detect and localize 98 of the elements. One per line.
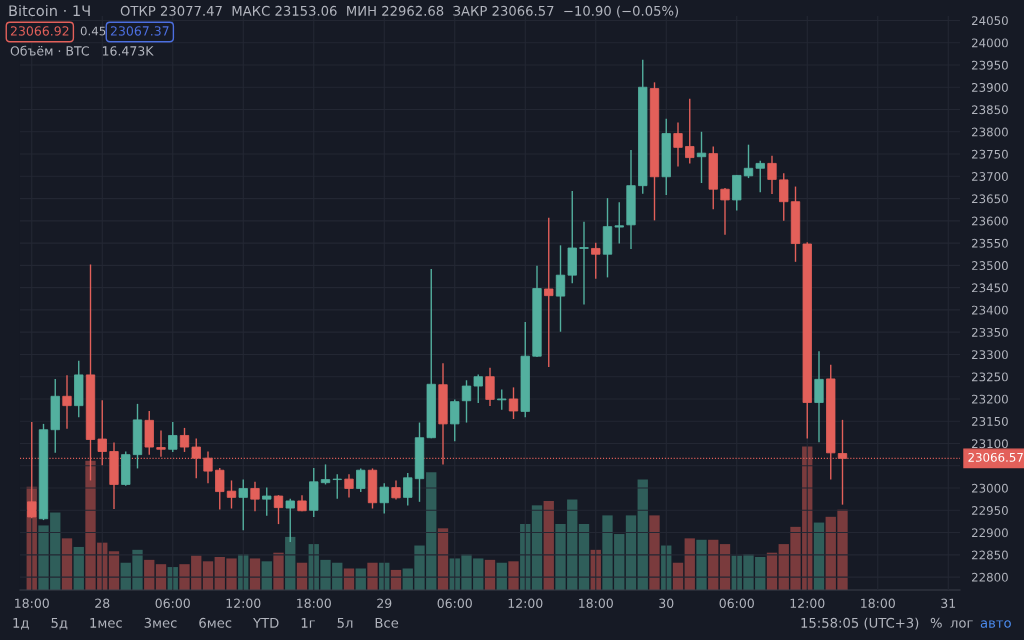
y-tick-label: 23700 [971, 172, 1008, 181]
x-tick-label: 28 [95, 598, 110, 609]
candlestick [238, 478, 248, 532]
y-tick-label: 23200 [971, 394, 1008, 404]
candlestick [591, 241, 601, 280]
candlestick [215, 467, 225, 511]
annotation: ОТКР 23077.47 МАКС 23153.06 МИН 22962.68 ЗАКР 23066.57 −10.90 (−0.05%) [120, 5, 679, 18]
annotation: Объём · BTC 16.473K [10, 45, 154, 56]
candlestick [262, 486, 272, 517]
y-tick-label: 23750 [971, 149, 1008, 159]
candlestick [814, 350, 824, 443]
candlestick [250, 481, 260, 512]
candlestick [743, 143, 754, 179]
candlestick [485, 367, 495, 407]
candlestick [508, 386, 519, 420]
chart-title: Bitcoin · 1Ч [9, 4, 90, 17]
y-tick-label: 23850 [971, 105, 1008, 115]
bar [543, 501, 554, 590]
candlestick [403, 472, 413, 507]
bar [367, 562, 378, 590]
x-tick-label: 12:00 [226, 598, 261, 609]
y-tick-label: 22950 [971, 506, 1008, 515]
x-tick-label: 30 [659, 598, 674, 609]
y-tick-label: 23100 [971, 439, 1008, 449]
y-tick-label: 23250 [971, 372, 1008, 382]
x-tick-label: 12:00 [790, 598, 825, 609]
candlestick [332, 473, 342, 500]
y-tick-label: 23150 [971, 416, 1008, 426]
bar [684, 538, 695, 590]
x-tick-label: 31 [941, 598, 956, 609]
x-tick-label: 18:00 [297, 598, 331, 609]
candlestick [544, 217, 554, 368]
candlestick [379, 482, 389, 515]
candlestick [97, 399, 107, 467]
bar [696, 539, 707, 590]
y-tick-label: 24000 [971, 38, 1008, 48]
candlestick [320, 463, 331, 486]
y-tick-label: 23800 [971, 127, 1008, 137]
bar [508, 561, 519, 590]
x-tick-label: 12:00 [508, 598, 543, 609]
candlestick [579, 221, 589, 306]
candlestick [273, 494, 284, 525]
annotation: 23067.37 [110, 26, 169, 36]
x-tick-label: 18:00 [15, 598, 49, 609]
candlestick [779, 172, 789, 222]
y-tick-label: 23950 [971, 60, 1008, 70]
bar [61, 538, 73, 590]
y-tick-label: 23550 [971, 238, 1008, 248]
y-tick-label: 23650 [971, 194, 1008, 204]
y-tick-label: 23450 [971, 283, 1008, 293]
y-tick-label: 22800 [971, 572, 1008, 582]
candlestick [461, 379, 472, 424]
y-tick-label: 23900 [971, 82, 1008, 92]
y-tick-label: 22850 [971, 550, 1008, 560]
bar [649, 515, 660, 590]
candlestick [755, 160, 765, 194]
text: % [930, 617, 942, 628]
annotation: 23066.92 [10, 26, 69, 36]
x-tick-label: 29 [377, 598, 392, 609]
text: 1д 5д 1мес 3мес 6мес YTD 1г 5л Все [13, 617, 399, 630]
x-tick-label: 06:00 [155, 598, 190, 609]
text: 15:58:05 (UTC+3) [801, 617, 919, 630]
candlestick [344, 473, 354, 499]
candlestick [555, 244, 566, 333]
candlestick [720, 187, 730, 236]
y-tick-label: 23350 [971, 327, 1008, 337]
x-tick-label: 06:00 [437, 598, 472, 609]
x-tick-label: 18:00 [861, 598, 895, 609]
candlestick [168, 421, 178, 453]
candlestick [497, 388, 507, 411]
candlestick [696, 131, 707, 184]
x-tick-label: 06:00 [719, 598, 754, 609]
text: авто [980, 620, 1011, 628]
candlestick [685, 98, 695, 165]
y-tick-label: 23600 [971, 216, 1008, 226]
candlestick [614, 201, 624, 245]
y-tick-label: 23500 [971, 261, 1008, 271]
y-tick-label: 22900 [971, 528, 1008, 538]
candlestick [767, 155, 777, 195]
y-tick-label: 24050 [971, 16, 1008, 26]
ref-line-label: 23066.57 [968, 452, 1023, 462]
candlestick [62, 374, 72, 430]
candlestick [673, 121, 683, 168]
candlestick [391, 479, 401, 501]
bar [273, 552, 284, 590]
x-tick-label: 18:00 [579, 598, 613, 609]
bar [625, 515, 637, 590]
candlestick [450, 398, 460, 442]
bar [531, 505, 543, 590]
y-tick-label: 23300 [971, 350, 1008, 360]
candlestick [226, 479, 237, 510]
y-tick-label: 23000 [971, 483, 1008, 493]
y-tick-label: 23400 [971, 305, 1008, 315]
candlestick [356, 467, 366, 493]
candlestick [473, 373, 483, 404]
candlestick [179, 427, 190, 453]
annotation: 0.45 [80, 26, 106, 36]
text: лог [950, 620, 973, 628]
